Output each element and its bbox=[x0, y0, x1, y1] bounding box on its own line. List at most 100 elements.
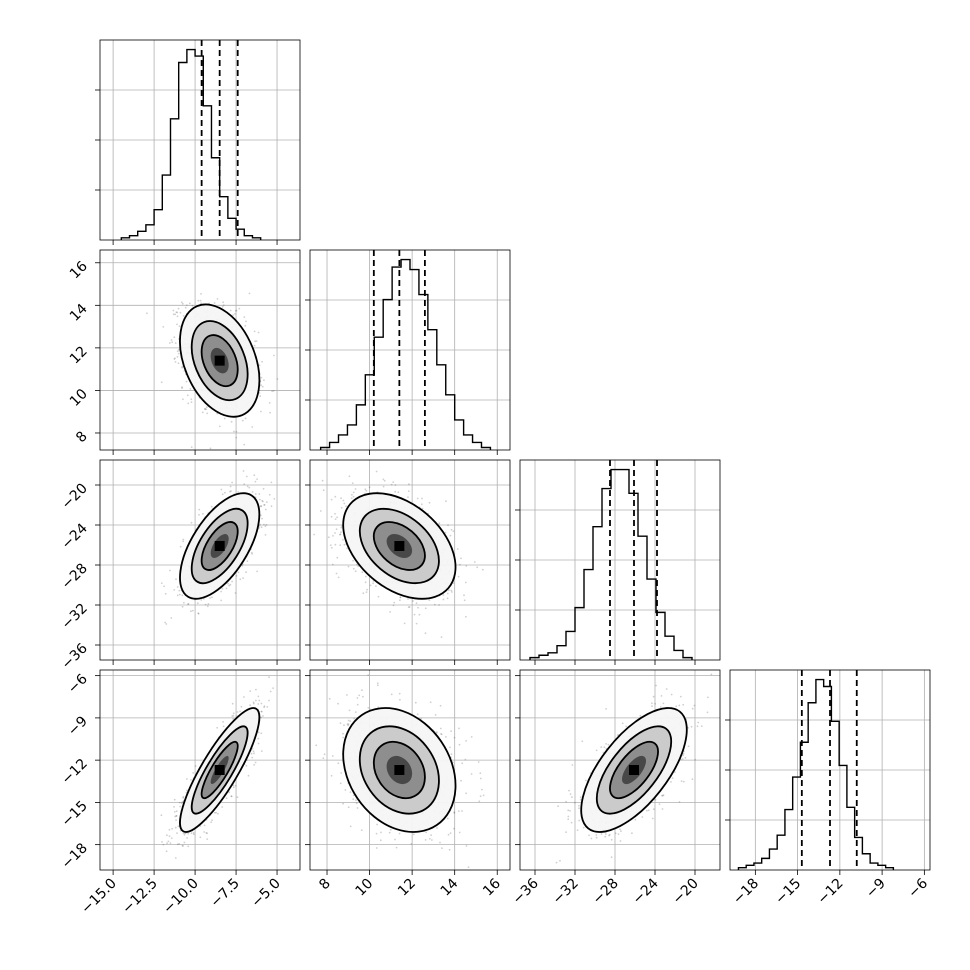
scatter-point bbox=[231, 702, 234, 705]
scatter-point bbox=[222, 301, 225, 304]
scatter-point bbox=[189, 388, 192, 390]
scatter-point bbox=[207, 603, 210, 605]
scatter-point bbox=[481, 568, 484, 571]
scatter-point bbox=[450, 528, 453, 531]
scatter-point bbox=[375, 470, 378, 473]
scatter-point bbox=[346, 547, 348, 550]
histogram-panel-3 bbox=[725, 669, 931, 871]
scatter-point bbox=[179, 545, 182, 548]
scatter-point bbox=[340, 506, 343, 509]
scatter-point bbox=[413, 613, 416, 616]
scatter-point bbox=[457, 575, 460, 578]
scatter-point bbox=[327, 536, 330, 539]
scatter-point bbox=[165, 623, 168, 625]
scatter-point bbox=[220, 590, 223, 593]
scatter-point bbox=[442, 594, 445, 596]
scatter-point bbox=[200, 302, 202, 305]
histogram-step-3 bbox=[737, 678, 895, 870]
scatter-point bbox=[213, 302, 216, 304]
scatter-point bbox=[177, 348, 180, 351]
scatter-point bbox=[258, 699, 261, 702]
density-contour-2 bbox=[200, 334, 239, 388]
scatter-point bbox=[369, 584, 372, 587]
scatter-point bbox=[182, 315, 185, 317]
scatter-point bbox=[321, 479, 324, 482]
scatter-point bbox=[250, 551, 253, 554]
scatter-point bbox=[174, 313, 177, 316]
scatter-point bbox=[424, 632, 427, 635]
scatter-point bbox=[166, 834, 168, 837]
scatter-point bbox=[230, 420, 233, 423]
scatter-point bbox=[163, 585, 166, 588]
scatter-point bbox=[339, 544, 342, 546]
scatter-point bbox=[253, 763, 256, 766]
scatter-point bbox=[251, 756, 254, 759]
scatter-point bbox=[235, 575, 238, 577]
scatter-point bbox=[234, 310, 237, 312]
scatter-point bbox=[211, 596, 213, 599]
scatter-point bbox=[182, 796, 185, 799]
scatter-point bbox=[204, 408, 206, 410]
scatter-point bbox=[334, 512, 336, 515]
scatter-point bbox=[259, 514, 262, 517]
scatter-point bbox=[177, 352, 180, 355]
scatter-point bbox=[182, 845, 184, 847]
scatter-point bbox=[257, 703, 260, 705]
scatter-point bbox=[204, 603, 207, 606]
scatter-point bbox=[191, 609, 194, 612]
scatter-point bbox=[268, 493, 271, 496]
scatter-point bbox=[420, 503, 423, 506]
scatter-point bbox=[198, 508, 201, 511]
scatter-point bbox=[253, 752, 255, 755]
scatter-point bbox=[264, 534, 267, 536]
scatter-point bbox=[351, 482, 354, 484]
scatter-point bbox=[352, 559, 354, 562]
scatter-point bbox=[187, 603, 190, 605]
scatter-point bbox=[229, 490, 232, 493]
scatter-point bbox=[221, 587, 224, 590]
scatter-point bbox=[176, 586, 179, 588]
scatter-point bbox=[174, 342, 177, 344]
scatter-point bbox=[394, 490, 397, 493]
density-contour-1 bbox=[190, 320, 249, 402]
scatter-point bbox=[456, 548, 459, 550]
scatter-point bbox=[242, 577, 245, 579]
scatter-point bbox=[181, 366, 184, 369]
scatter-point bbox=[356, 563, 358, 566]
scatter-point bbox=[256, 478, 258, 480]
scatter-point bbox=[263, 706, 265, 709]
scatter-point bbox=[270, 481, 273, 484]
scatter-point bbox=[198, 513, 200, 516]
scatter-point bbox=[183, 841, 186, 844]
scatter-point bbox=[218, 425, 221, 428]
scatter-point bbox=[230, 490, 232, 492]
scatter-point bbox=[260, 410, 262, 413]
scatter-point bbox=[190, 832, 193, 835]
scatter-point bbox=[352, 495, 355, 498]
scatter-point bbox=[176, 594, 179, 597]
scatter-point bbox=[424, 607, 427, 610]
scatter-point bbox=[176, 323, 178, 326]
scatter-point bbox=[264, 525, 267, 528]
scatter-point bbox=[245, 320, 247, 323]
scatter-point bbox=[182, 538, 185, 541]
scatter-point bbox=[181, 594, 184, 597]
scatter-point bbox=[271, 390, 274, 393]
scatter-point bbox=[377, 595, 380, 598]
scatter-point bbox=[260, 505, 263, 508]
scatter-point bbox=[262, 500, 264, 503]
scatter-point bbox=[234, 313, 236, 315]
scatter-point bbox=[191, 304, 194, 307]
scatter-point bbox=[260, 710, 263, 713]
scatter-point bbox=[336, 556, 339, 559]
scatter-point bbox=[460, 557, 462, 560]
scatter-point bbox=[177, 362, 180, 365]
scatter-point bbox=[174, 857, 177, 859]
scatter-point bbox=[269, 411, 271, 414]
histogram-panel-2 bbox=[515, 459, 721, 661]
scatter-point bbox=[263, 504, 265, 506]
scatter-point bbox=[235, 309, 238, 312]
scatter-point bbox=[178, 593, 181, 596]
scatter-point bbox=[352, 567, 355, 570]
scatter-point bbox=[276, 378, 279, 380]
